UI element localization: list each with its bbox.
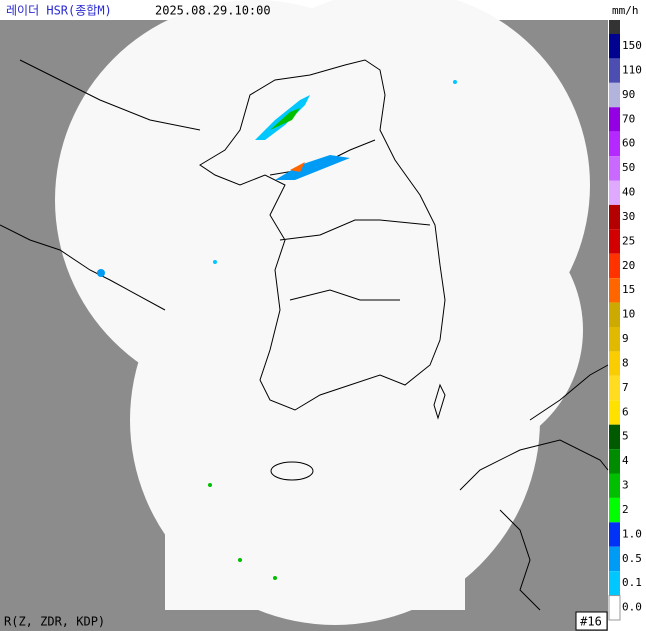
legend-label: 90 <box>622 88 635 101</box>
echo <box>97 269 105 277</box>
legend-label: 2 <box>622 503 629 516</box>
echo <box>213 260 217 264</box>
echo <box>208 483 212 487</box>
legend-swatch <box>609 131 620 157</box>
map <box>0 0 609 631</box>
legend-label: 50 <box>622 161 635 174</box>
legend-swatch <box>609 400 620 425</box>
frame-number: #16 <box>580 615 602 629</box>
echo <box>255 95 310 140</box>
legend-swatch <box>609 82 620 108</box>
legend-swatch <box>609 34 620 59</box>
legend-swatch <box>609 204 620 230</box>
legend-swatch <box>609 571 620 596</box>
timestamp: 2025.08.29.10:00 <box>155 4 271 18</box>
legend-label: 4 <box>622 454 629 467</box>
coastlines <box>0 59 609 611</box>
unit: mm/h <box>612 4 639 17</box>
legend-label: 20 <box>622 259 635 272</box>
legend-swatch <box>609 497 620 523</box>
echo <box>453 80 457 84</box>
legend-swatch <box>609 278 620 303</box>
legend-label: 0.5 <box>622 552 642 565</box>
legend-swatch <box>609 351 620 376</box>
legend-swatch <box>609 180 620 205</box>
algorithm-label: R(Z, ZDR, KDP) <box>4 615 105 629</box>
legend-swatch <box>609 229 620 254</box>
legend-swatch <box>608 595 621 621</box>
legend-swatch <box>609 107 620 132</box>
legend-swatch <box>609 473 620 498</box>
radar-coverage <box>55 0 590 625</box>
legend-label: 110 <box>622 63 642 76</box>
echo <box>290 162 305 172</box>
legend-label: 8 <box>622 356 629 369</box>
legend-label: 5 <box>622 430 629 443</box>
echo <box>273 576 277 580</box>
legend-label: 60 <box>622 137 635 150</box>
legend-swatch <box>609 375 620 401</box>
legend-label: 40 <box>622 186 635 199</box>
echo <box>238 558 242 562</box>
rain-echoes <box>97 80 457 580</box>
legend-label: 7 <box>622 381 629 394</box>
legend-label: 30 <box>622 210 635 223</box>
legend-label: 15 <box>622 283 635 296</box>
legend-swatch <box>609 424 620 450</box>
legend-label: 0.1 <box>622 576 642 589</box>
legend-label: 150 <box>622 39 642 52</box>
legend-label: 9 <box>622 332 629 345</box>
legend-swatch <box>609 449 620 474</box>
echo <box>270 108 300 130</box>
legend-swatch <box>609 302 620 327</box>
legend-label: 10 <box>622 308 635 321</box>
legend-top <box>609 20 620 34</box>
legend-swatch <box>609 546 620 572</box>
legend-swatch <box>609 253 620 279</box>
frame-box <box>575 611 608 631</box>
legend-label: 0.0 <box>622 601 642 614</box>
legend-label: 1.0 <box>622 527 642 540</box>
legend-swatch <box>609 156 620 181</box>
legend-swatch <box>609 327 620 352</box>
legend-label: 6 <box>622 405 629 418</box>
legend-label: 70 <box>622 112 635 125</box>
echo <box>275 155 350 180</box>
legend-label: 3 <box>622 479 629 492</box>
legend-swatch <box>609 58 620 83</box>
legend: 150 110 90 70 60 50 40 30 25 20 15 10 9 8 7 6 5 4 3 2 1.0 0.5… <box>608 20 642 621</box>
title: 레이더 HSR(종합M) <box>6 4 112 18</box>
legend-label: 25 <box>622 234 635 247</box>
legend-swatch <box>609 522 620 547</box>
